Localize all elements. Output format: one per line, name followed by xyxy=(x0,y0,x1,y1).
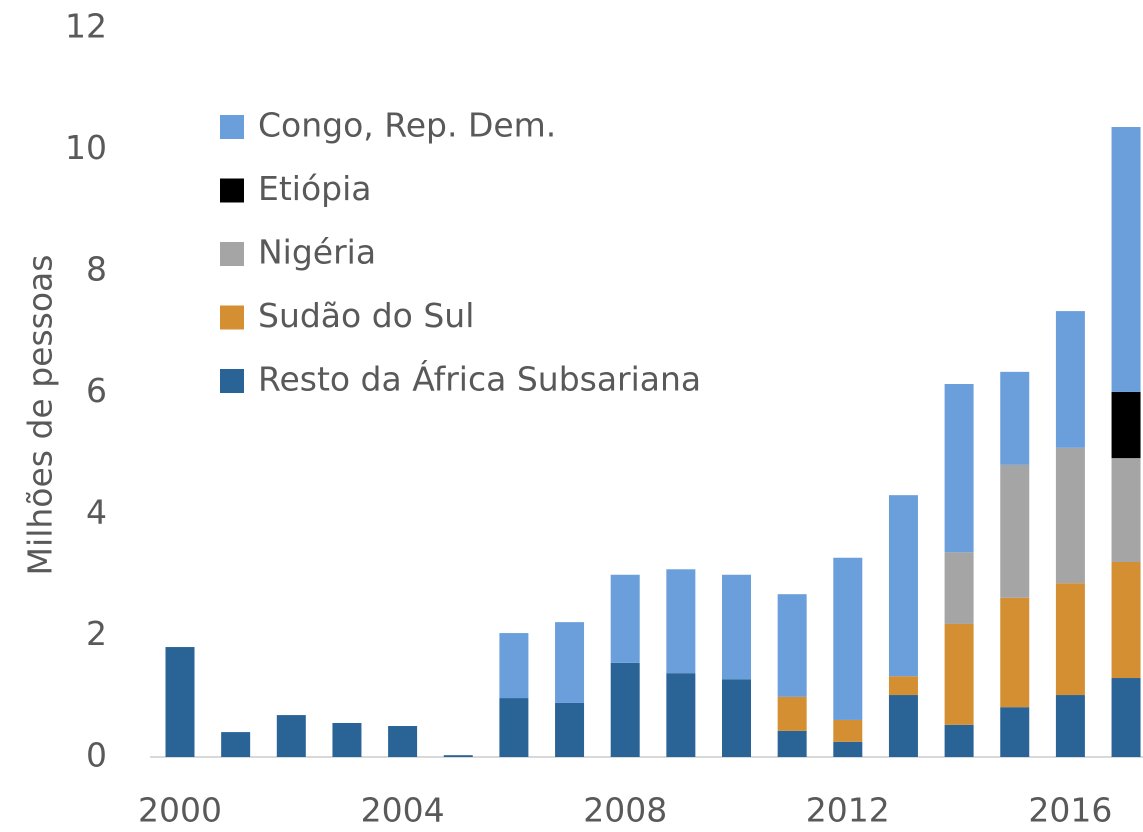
legend-label: Nigéria xyxy=(258,233,376,272)
y-tick-label: 4 xyxy=(86,493,107,532)
bar-segment xyxy=(777,696,807,731)
bar-segment xyxy=(1000,597,1030,708)
bar-segment xyxy=(276,715,306,757)
x-tick-label: 2012 xyxy=(806,791,890,830)
legend-swatch xyxy=(220,369,244,393)
bar-segment xyxy=(1111,561,1141,679)
bar-segment xyxy=(610,662,640,757)
bar-segment xyxy=(1055,447,1085,584)
bar-segment xyxy=(499,633,529,699)
bar-segment xyxy=(833,719,863,742)
y-axis-title: Milhões de pessoas xyxy=(21,255,60,576)
legend-label: Etiópia xyxy=(258,169,372,208)
bar-segment xyxy=(1000,707,1030,757)
y-tick-label: 6 xyxy=(86,371,107,410)
y-tick-label: 2 xyxy=(86,614,107,653)
bar-segment xyxy=(666,673,696,757)
legend-swatch xyxy=(220,242,244,266)
y-tick-label: 8 xyxy=(86,250,107,289)
bar-segment xyxy=(944,383,974,553)
bar-segment xyxy=(555,702,585,757)
x-tick-label: 2016 xyxy=(1028,791,1112,830)
bar-segment xyxy=(944,724,974,757)
legend-swatch xyxy=(220,178,244,203)
bar-segment xyxy=(666,569,696,674)
x-tick-label: 2000 xyxy=(138,791,222,830)
bar-segment xyxy=(888,495,918,677)
x-tick-label: 2004 xyxy=(361,791,445,830)
bar-segment xyxy=(1111,127,1141,392)
y-tick-label: 0 xyxy=(86,736,107,775)
bar-segment xyxy=(165,647,195,757)
bar-segment xyxy=(1055,311,1085,448)
bar-segment xyxy=(443,755,473,757)
bar-segment xyxy=(1055,583,1085,696)
bar-segment xyxy=(777,730,807,757)
bar-segment xyxy=(332,722,362,757)
bar-segment xyxy=(1111,678,1141,757)
x-tick-label: 2008 xyxy=(583,791,667,830)
bar-segment xyxy=(944,623,974,725)
bar-segment xyxy=(944,552,974,624)
bar-segment xyxy=(777,594,807,697)
legend-swatch xyxy=(220,115,244,139)
bar-segment xyxy=(1000,371,1030,465)
legend-label: Sudão do Sul xyxy=(258,296,474,335)
y-tick-label: 12 xyxy=(65,7,107,46)
legend-swatch xyxy=(220,305,244,330)
bar-segment xyxy=(1111,391,1141,459)
bar-segment xyxy=(388,726,418,757)
bar-segment xyxy=(833,741,863,757)
bar-segment xyxy=(221,732,251,757)
bar-segment xyxy=(888,695,918,757)
bar-segment xyxy=(610,574,640,663)
bar-segment xyxy=(722,574,751,680)
bar-segment xyxy=(499,698,529,757)
bar-segment xyxy=(1055,695,1085,757)
bar-segment xyxy=(833,557,863,720)
bar-segment xyxy=(1000,464,1030,598)
bar-segment xyxy=(722,679,751,757)
bar-segment xyxy=(555,622,585,703)
bar-segment xyxy=(1111,458,1141,562)
y-tick-label: 10 xyxy=(65,128,107,167)
legend-label: Congo, Rep. Dem. xyxy=(258,106,556,145)
legend-label: Resto da África Subsariana xyxy=(258,359,701,399)
bar-segment xyxy=(888,676,918,696)
